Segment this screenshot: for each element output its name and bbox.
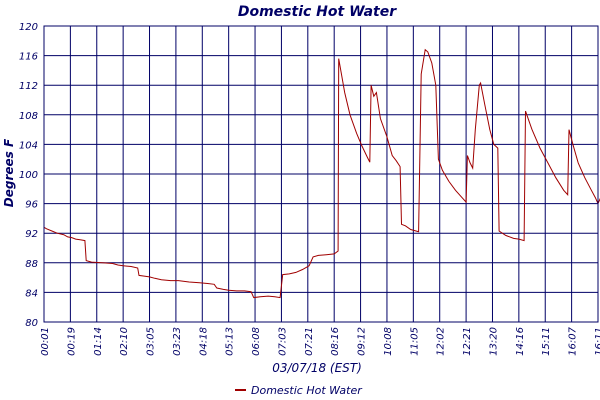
x-tick-labels: 00:01 00:19 01:14 02:10 03:05 03:23 04:18 05:13… [40,326,600,355]
y-tick-label: 80 [25,318,38,329]
x-tick-label: 11:05 [409,327,420,356]
x-axis-label: 03/07/18 (EST) [272,361,362,375]
x-tick-label: 01:14 [93,327,104,356]
x-tick-label: 13:20 [488,327,499,356]
x-tick-label: 10:08 [383,327,394,356]
x-tick-label: 06:08 [251,327,262,356]
x-tick-label: 07:03 [277,327,288,356]
x-tick-label: 04:18 [198,327,209,356]
y-tick-label: 92 [25,229,38,240]
y-tick-labels: 80 84 88 92 96 100 104 108 112 116 120 [19,22,38,329]
y-tick-label: 108 [19,111,38,122]
x-tick-label: 16:07 [568,326,579,355]
x-tick-label: 16:11 [594,327,600,356]
y-tick-label: 84 [25,288,38,299]
legend-label: Domestic Hot Water [251,384,363,397]
grid [43,25,599,323]
x-tick-label: 05:13 [225,327,236,356]
y-tick-label: 112 [19,81,38,92]
x-tick-label: 08:16 [330,327,341,356]
x-tick-label: 14:16 [515,327,526,356]
x-tick-label: 15:11 [541,327,552,356]
plot-frame [43,25,599,323]
x-tick-label: 03:05 [146,327,157,356]
y-tick-label: 88 [25,259,38,270]
y-axis-label: Degrees F [2,138,16,207]
legend: Domestic Hot Water [235,384,363,397]
y-tick-label: 116 [19,52,38,63]
y-tick-label: 120 [19,22,38,33]
y-tick-label: 96 [25,200,38,211]
x-tick-label: 03:23 [172,327,183,356]
x-tick-label: 00:01 [40,327,51,356]
x-tick-label: 09:12 [357,327,368,356]
chart-title: Domestic Hot Water [238,4,397,20]
x-tick-label: 00:19 [66,327,77,356]
x-tick-label: 02:10 [119,327,130,356]
series-line-domestic-hot-water [43,48,600,299]
x-tick-label: 07:21 [304,327,315,356]
y-tick-label: 100 [19,170,38,181]
y-tick-label: 104 [19,140,38,151]
x-tick-label: 12:21 [462,327,473,356]
x-tick-label: 12:02 [436,327,447,356]
